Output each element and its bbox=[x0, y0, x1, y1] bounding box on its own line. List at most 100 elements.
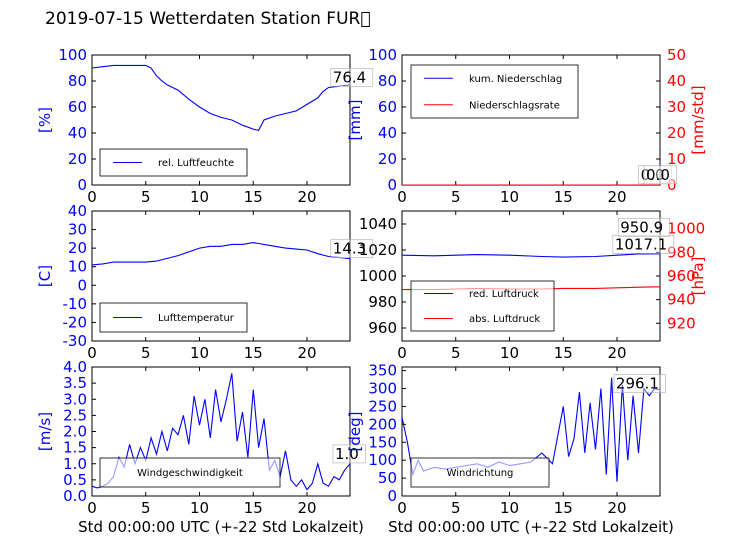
pressure-annotation-label: 950.9 bbox=[620, 218, 663, 236]
windspeed-ytick-label: 1.5 bbox=[63, 439, 87, 457]
temperature-xtick-label: 20 bbox=[297, 344, 316, 362]
windspeed-ytick-label: 0.5 bbox=[63, 471, 87, 489]
precip-ytick-label: 80 bbox=[378, 72, 397, 90]
humidity-ylabel: [%] bbox=[36, 107, 54, 133]
winddir-xtick-label: 15 bbox=[554, 499, 573, 517]
humidity-annotation-box bbox=[330, 68, 374, 87]
winddir-xtick-label: 5 bbox=[451, 499, 461, 517]
windspeed-ytick-label: 4.0 bbox=[63, 358, 87, 376]
precip-legend-box bbox=[410, 64, 579, 119]
pressure-xtick-label: 5 bbox=[451, 344, 461, 362]
humidity-ytick-label: 60 bbox=[68, 98, 87, 116]
temperature-ytick-label: 0 bbox=[77, 276, 87, 294]
temperature-series-line-0 bbox=[92, 242, 350, 266]
pressure-ytick-right-label: 980 bbox=[667, 243, 696, 261]
humidity-ytick-label: 100 bbox=[58, 46, 87, 64]
pressure-series-line-0 bbox=[402, 253, 660, 258]
pressure-ytick-label: 1000 bbox=[359, 267, 397, 285]
winddir-ytick-label: 350 bbox=[368, 362, 397, 380]
pressure-xtick-label: 0 bbox=[397, 344, 407, 362]
winddir-xtick-label: 0 bbox=[397, 499, 407, 517]
precip-xtick-label: 15 bbox=[554, 188, 573, 206]
pressure-ytick-right-label: 960 bbox=[667, 267, 696, 285]
windspeed-xtick-label: 15 bbox=[244, 499, 263, 517]
winddir-legend-box bbox=[410, 457, 550, 488]
pressure-annotation-box bbox=[617, 217, 671, 237]
windspeed-annotation-label: 1.0 bbox=[335, 445, 359, 463]
temperature-ylabel: [C] bbox=[36, 265, 54, 287]
temperature-ytick-label: -20 bbox=[63, 313, 88, 331]
winddir-xtick-label: 10 bbox=[500, 499, 519, 517]
pressure-ytick-right-label: 1000 bbox=[667, 220, 705, 238]
humidity-annotation-label: 76.4 bbox=[333, 68, 366, 86]
winddir-ytick-label: 200 bbox=[368, 415, 397, 433]
winddir-plot-frame bbox=[401, 366, 661, 497]
humidity-plot-frame bbox=[91, 54, 351, 186]
humidity-ytick-label: 80 bbox=[68, 72, 87, 90]
winddir-ytick-label: 50 bbox=[378, 469, 397, 487]
page-title: 2019-07-15 Wetterdaten Station FUR  bbox=[45, 9, 371, 29]
winddir-ytick-label: 0 bbox=[387, 487, 397, 505]
windspeed-annotation-box bbox=[332, 444, 366, 464]
pressure-ytick-label: 1020 bbox=[359, 241, 397, 259]
pressure-ytick-label: 980 bbox=[368, 293, 397, 311]
precip-annotation-label: 0.0 bbox=[646, 166, 670, 184]
humidity-xtick-label: 10 bbox=[190, 188, 209, 206]
winddir-annotation-box bbox=[613, 374, 666, 393]
humidity-xtick-label: 5 bbox=[141, 188, 151, 206]
pressure-ytick-right-label: 920 bbox=[667, 314, 696, 332]
precip-ytick-right-label: 40 bbox=[667, 72, 686, 90]
humidity-xtick-label: 15 bbox=[244, 188, 263, 206]
pressure-annotation-box bbox=[612, 235, 675, 254]
winddir-ytick-label: 150 bbox=[368, 433, 397, 451]
winddir-legend-label: Windrichtung bbox=[447, 468, 514, 479]
precip-xtick-label: 0 bbox=[397, 188, 407, 206]
temperature-ytick-label: -10 bbox=[63, 295, 88, 313]
precip-ytick-right-label: 50 bbox=[667, 46, 686, 64]
pressure-ytick-label: 960 bbox=[368, 319, 397, 337]
temperature-ytick-label: 30 bbox=[68, 221, 87, 239]
pressure-legend-label: red. Luftdruck bbox=[469, 289, 539, 300]
pressure-ytick-right-label: 940 bbox=[667, 291, 696, 309]
humidity-ytick-label: 0 bbox=[77, 176, 87, 194]
humidity-ytick-label: 20 bbox=[68, 150, 87, 168]
temperature-xtick-label: 0 bbox=[87, 344, 97, 362]
precip-ytick-label: 60 bbox=[378, 98, 397, 116]
windspeed-ytick-label: 3.0 bbox=[63, 390, 87, 408]
pressure-annotation-label: 1017.1 bbox=[615, 235, 668, 253]
pressure-ytick-label: 1040 bbox=[359, 215, 397, 233]
temperature-annotation-box bbox=[330, 239, 374, 259]
windspeed-xtick-label: 10 bbox=[190, 499, 209, 517]
precip-ytick-label: 100 bbox=[368, 46, 397, 64]
humidity-series-line-0 bbox=[92, 64, 350, 132]
precip-legend-label: Niederschlagsrate bbox=[469, 100, 560, 111]
temperature-ytick-label: 10 bbox=[68, 258, 87, 276]
pressure-xtick-label: 10 bbox=[500, 344, 519, 362]
windspeed-ytick-label: 0.0 bbox=[63, 487, 87, 505]
winddir-annotation-label: 296.1 bbox=[616, 375, 659, 393]
windspeed-xlabel: Std 00:00:00 UTC (+-22 Std Lokalzeit) bbox=[78, 518, 364, 536]
windspeed-ylabel: [m/s] bbox=[36, 412, 54, 451]
windspeed-legend-label: Windgeschwindigkeit bbox=[137, 468, 243, 479]
precip-ytick-label: 20 bbox=[378, 150, 397, 168]
precip-ytick-label: 0 bbox=[387, 176, 397, 194]
precip-annotation-box bbox=[643, 165, 677, 185]
temperature-xtick-label: 15 bbox=[244, 344, 263, 362]
windspeed-xtick-label: 5 bbox=[141, 499, 151, 517]
humidity-ytick-label: 40 bbox=[68, 124, 87, 142]
humidity-legend-label: rel. Luftfeuchte bbox=[158, 158, 234, 169]
windspeed-xtick-label: 0 bbox=[87, 499, 97, 517]
temperature-ytick-label: 20 bbox=[68, 239, 87, 257]
winddir-xlabel: Std 00:00:00 UTC (+-22 Std Lokalzeit) bbox=[388, 518, 674, 536]
windspeed-xtick-label: 20 bbox=[297, 499, 316, 517]
pressure-legend-box bbox=[410, 280, 555, 332]
precip-annotation-label: 0.0 bbox=[641, 166, 665, 184]
pressure-xtick-label: 20 bbox=[607, 344, 626, 362]
winddir-ytick-label: 300 bbox=[368, 380, 397, 398]
precip-ytick-label: 40 bbox=[378, 124, 397, 142]
windspeed-ytick-label: 2.5 bbox=[63, 406, 87, 424]
precip-ytick-right-label: 10 bbox=[667, 150, 686, 168]
pressure-xtick-label: 15 bbox=[554, 344, 573, 362]
temperature-xtick-label: 10 bbox=[190, 344, 209, 362]
